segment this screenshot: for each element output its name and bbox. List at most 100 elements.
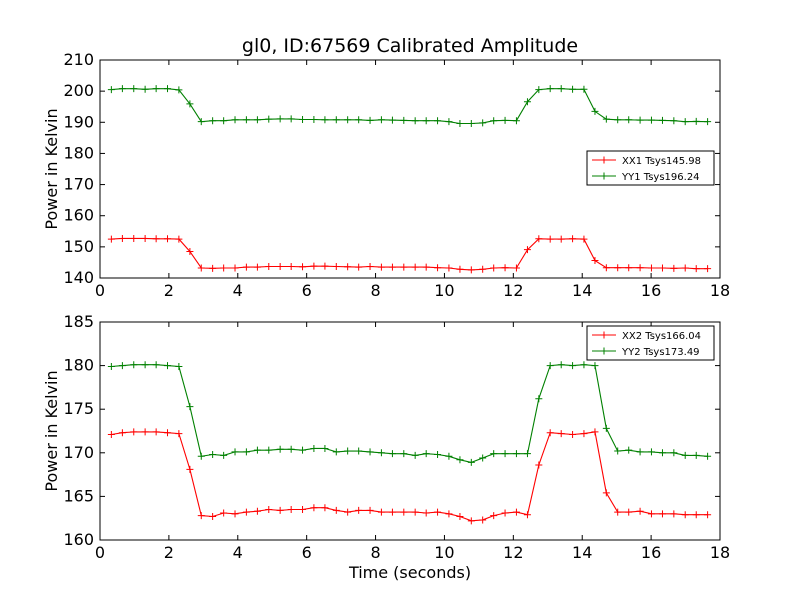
top-data-point [175, 235, 183, 243]
bottom-data-point [467, 458, 475, 466]
bottom-data-point [557, 361, 565, 369]
bottom-data-point [152, 428, 160, 436]
bottom-data-point [242, 508, 250, 516]
top-data-point [186, 248, 194, 256]
bottom-data-point [411, 508, 419, 516]
top-data-point [512, 264, 520, 272]
bottom-data-point [107, 430, 115, 438]
bottom-data-point [591, 428, 599, 436]
top-data-point [591, 257, 599, 265]
bottom-data-point [377, 508, 385, 516]
bottom-legend: XX2 Tsys166.04 YY2 Tsys173.49 [586, 325, 715, 361]
top-data-point [411, 117, 419, 125]
bottom-data-point [569, 430, 577, 438]
top-data-point [276, 262, 284, 270]
top-data-point [400, 263, 408, 271]
top-data-point [535, 86, 543, 94]
bottom-data-point [118, 429, 126, 437]
top-legend-box [586, 150, 715, 186]
bottom-data-point [681, 451, 689, 459]
bottom-data-point [658, 510, 666, 518]
top-legend-label: XX1 Tsys145.98 [622, 156, 701, 167]
top-legend-label: YY1 Tsys196.24 [621, 172, 700, 183]
bottom-data-point [636, 448, 644, 456]
top-data-point [670, 117, 678, 125]
top-y-tick-label: 190 [63, 112, 94, 131]
bottom-data-point [310, 504, 318, 512]
top-data-point [265, 262, 273, 270]
top-data-point [422, 117, 430, 125]
bottom-data-point [209, 451, 217, 459]
top-data-point [602, 115, 610, 123]
top-legend-marker [600, 172, 608, 180]
top-data-point [197, 264, 205, 272]
bottom-data-point [197, 452, 205, 460]
bottom-data-point [220, 509, 228, 517]
top-y-axis-label: Power in Kelvin [42, 108, 61, 229]
bottom-y-tick-label: 180 [63, 356, 94, 375]
bottom-data-point [220, 451, 228, 459]
bottom-y-tick-label: 165 [63, 486, 94, 505]
top-data-point [118, 234, 126, 242]
top-series-0 [107, 234, 712, 274]
top-data-point [580, 235, 588, 243]
bottom-data-point [186, 403, 194, 411]
top-x-tick-label: 14 [572, 281, 592, 300]
bottom-data-point [512, 450, 520, 458]
top-data-point [456, 120, 464, 128]
top-data-point [636, 116, 644, 124]
bottom-data-point [344, 508, 352, 516]
bottom-data-point [692, 511, 700, 519]
top-data-point [456, 265, 464, 273]
top-data-point [557, 235, 565, 243]
top-data-point [400, 116, 408, 124]
top-data-point [366, 116, 374, 124]
top-y-tick-label: 170 [63, 175, 94, 194]
bottom-data-point [411, 451, 419, 459]
top-data-point [636, 264, 644, 272]
bottom-data-point [636, 507, 644, 515]
bottom-data-point [388, 450, 396, 458]
bottom-data-point [625, 446, 633, 454]
bottom-y-tick-label: 170 [63, 443, 94, 462]
top-x-tick-label: 18 [710, 281, 730, 300]
bottom-subplot: 0 2 4 6 8 10 12 14 16 18 160 165 170 175 180 185 Power i… [42, 312, 730, 562]
top-data-point [366, 262, 374, 270]
bottom-x-tick-label: 2 [164, 543, 174, 562]
bottom-data-point [377, 449, 385, 457]
top-data-point [490, 264, 498, 272]
bottom-data-point [276, 445, 284, 453]
top-y-tick-label: 140 [63, 268, 94, 287]
bottom-data-point [355, 506, 363, 514]
bottom-data-point [231, 510, 239, 518]
bottom-data-point [647, 448, 655, 456]
top-subplot: 0 2 4 6 8 10 12 14 16 18 140 150 160 170 180 190 200 210 P… [42, 50, 730, 300]
bottom-data-point [422, 509, 430, 517]
bottom-data-point [467, 517, 475, 525]
bottom-x-tick-label: 14 [572, 543, 592, 562]
top-data-point [152, 85, 160, 93]
top-data-point [310, 262, 318, 270]
bottom-data-point [253, 507, 261, 515]
bottom-data-point [186, 465, 194, 473]
bottom-data-point [456, 512, 464, 520]
bottom-data-point [332, 448, 340, 456]
bottom-data-point [164, 429, 172, 437]
top-data-point [377, 263, 385, 271]
bottom-data-point [625, 508, 633, 516]
top-data-point [175, 86, 183, 94]
bottom-series-1 [107, 361, 712, 466]
top-data-point [265, 115, 273, 123]
bottom-data-point [321, 444, 329, 452]
bottom-data-point [479, 454, 487, 462]
top-data-point [253, 116, 261, 124]
bottom-data-point [692, 451, 700, 459]
bottom-data-point [344, 447, 352, 455]
top-data-point [467, 120, 475, 128]
bottom-data-point [580, 430, 588, 438]
bottom-x-tick-label: 12 [503, 543, 523, 562]
top-data-point [220, 264, 228, 272]
top-data-point [490, 117, 498, 125]
top-data-point [467, 266, 475, 274]
top-data-point [569, 235, 577, 243]
